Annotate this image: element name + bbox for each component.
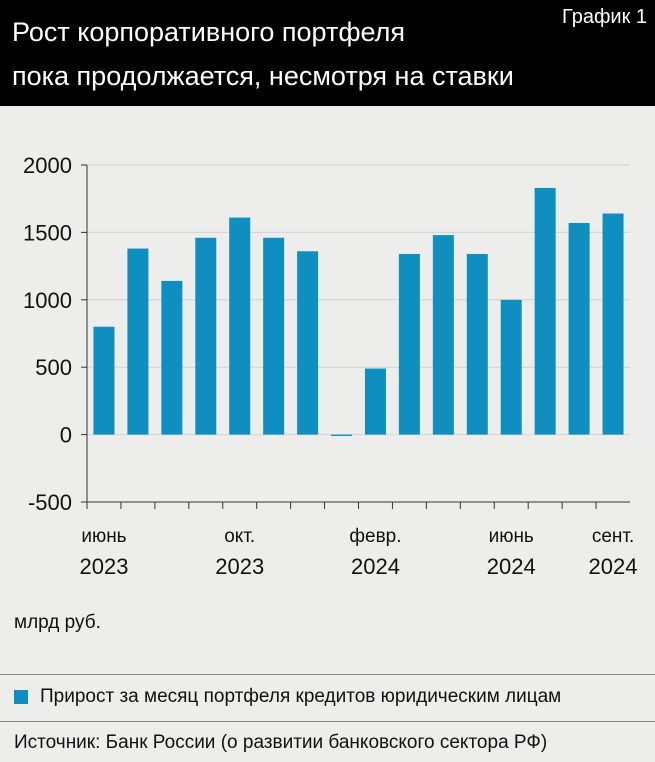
legend-swatch — [14, 690, 28, 704]
bar — [432, 235, 454, 435]
y-tick-label: 1500 — [23, 220, 72, 245]
separator — [0, 674, 655, 675]
bar — [263, 237, 285, 435]
x-tick-label: окт. 2023 — [215, 526, 264, 579]
x-tick-label: июнь 2024 — [487, 526, 536, 579]
bar — [466, 253, 488, 435]
bar — [534, 187, 556, 435]
bar — [161, 280, 183, 435]
x-tick-label: февр. 2024 — [349, 526, 401, 579]
y-tick-label: 500 — [35, 355, 72, 380]
chart-title: Рост корпоративного портфеля пока продол… — [12, 17, 514, 91]
bar — [93, 326, 115, 435]
bar — [331, 434, 353, 436]
chart-label: График 1 — [561, 6, 647, 28]
legend: Прирост за месяц портфеля кредитов юриди… — [14, 686, 561, 708]
bar — [602, 213, 624, 435]
bar — [229, 217, 251, 435]
y-tick-label: 0 — [60, 423, 72, 448]
bar — [398, 253, 420, 435]
y-tick-label: 1000 — [23, 288, 72, 313]
bar — [297, 251, 319, 435]
bar — [500, 299, 522, 435]
y-tick-label: 2000 — [23, 153, 72, 178]
plot: -500 0 500 1000 1500 2000 июнь 2023 окт. 2023 февр… — [23, 153, 638, 579]
separator — [0, 721, 655, 722]
x-tick-label: сент. 2024 — [589, 526, 638, 579]
source: Источник: Банк России (о развитии банков… — [14, 732, 548, 753]
unit-label: млрд руб. — [14, 612, 101, 633]
legend-label: Прирост за месяц портфеля кредитов юриди… — [40, 686, 562, 707]
bar — [568, 222, 590, 435]
header: Рост корпоративного портфеля пока продол… — [0, 0, 655, 106]
bar — [127, 248, 149, 435]
bar — [364, 368, 386, 435]
y-tick-label: -500 — [28, 490, 72, 515]
x-tick-label: июнь 2023 — [79, 526, 128, 579]
bar — [195, 237, 217, 435]
